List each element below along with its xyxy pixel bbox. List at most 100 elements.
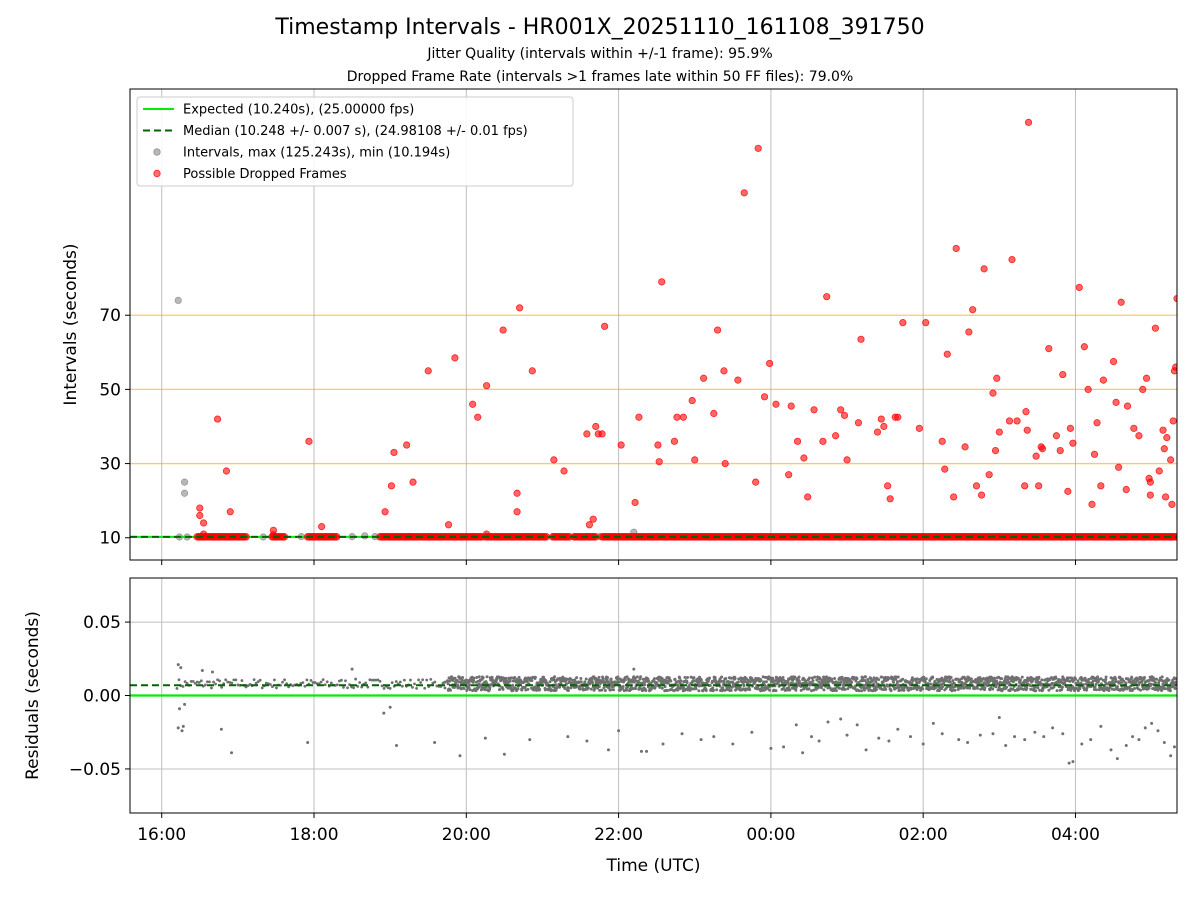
dropped-frame-point	[969, 306, 977, 314]
residual-point	[1099, 724, 1103, 728]
residual-point	[301, 681, 305, 685]
interval-point	[174, 296, 182, 304]
residual-point	[1067, 761, 1071, 765]
residual-point	[1155, 677, 1159, 681]
residual-point	[1137, 738, 1141, 742]
residual-point	[523, 685, 527, 689]
residual-point	[885, 684, 889, 688]
residual-point	[370, 678, 374, 682]
y-tick-label: 0.05	[83, 613, 121, 633]
residual-point	[942, 681, 946, 685]
dropped-frame-point	[857, 335, 865, 343]
residual-point	[1147, 686, 1151, 690]
residual-point	[1094, 688, 1098, 692]
residual-point	[921, 742, 925, 746]
residual-point	[863, 678, 867, 682]
residual-point	[779, 679, 783, 683]
dropped-frame-point	[972, 482, 981, 490]
dropped-frame-point	[381, 508, 389, 516]
dropped-frame-point	[1155, 467, 1163, 475]
dropped-frame-point	[409, 478, 417, 486]
residual-point	[376, 678, 380, 682]
residual-point	[721, 688, 725, 692]
residual-point	[719, 679, 723, 683]
residual-point	[566, 686, 570, 690]
residual-point	[692, 679, 696, 683]
dropped-frame-point	[995, 428, 1003, 436]
dropped-frame-point	[1090, 450, 1099, 458]
residual-point	[1109, 676, 1113, 680]
residual-point	[839, 680, 843, 684]
residual-point	[1039, 682, 1043, 686]
residual-point	[203, 683, 207, 687]
residual-point	[1150, 721, 1154, 725]
residual-point	[678, 676, 682, 680]
residual-point	[197, 681, 201, 684]
residual-point	[720, 675, 724, 679]
residual-point	[421, 678, 425, 682]
dropped-frame-point	[1173, 294, 1177, 303]
residual-point	[877, 736, 881, 740]
dropped-frame-point	[922, 319, 930, 327]
dropped-frame-point	[318, 523, 326, 531]
residual-point	[400, 684, 404, 688]
residual-point	[185, 682, 189, 685]
residual-point	[585, 739, 589, 743]
residual-point	[1000, 677, 1004, 681]
residual-point	[774, 689, 778, 693]
residual-point	[1093, 685, 1097, 689]
dropped-frame-point	[980, 265, 988, 273]
residual-point	[866, 678, 870, 682]
residual-point	[822, 688, 826, 692]
residual-point	[794, 688, 798, 692]
residual-point	[552, 678, 556, 682]
residual-point	[750, 730, 754, 734]
dropped-frame-point	[513, 508, 521, 516]
residual-point	[1048, 678, 1052, 682]
residual-point	[969, 677, 973, 681]
dropped-frame-point	[854, 419, 863, 427]
dropped-frame-point	[1160, 445, 1168, 453]
residual-point	[388, 687, 392, 690]
residual-point	[1047, 688, 1051, 692]
residual-point	[1140, 679, 1144, 683]
residual-point	[833, 677, 837, 681]
dropped-frame-point	[766, 359, 774, 368]
dropped-frame-point	[877, 415, 885, 423]
residual-point	[924, 677, 928, 681]
residual-point	[448, 688, 452, 692]
residual-point	[346, 686, 349, 690]
residual-point	[708, 676, 712, 680]
interval-point	[180, 478, 189, 486]
residual-point	[731, 742, 735, 746]
residual-point	[966, 741, 970, 744]
residual-point	[1119, 681, 1123, 685]
dropped-frame-point	[305, 437, 313, 445]
dropped-frame-point	[1167, 456, 1175, 464]
dropped-frame-point	[1163, 434, 1171, 442]
residual-point	[446, 682, 450, 686]
residual-point	[877, 678, 881, 682]
dropped-frame-point	[658, 278, 666, 286]
chart-subtitle-dropped: Dropped Frame Rate (intervals >1 frames …	[346, 69, 854, 85]
residual-point	[993, 676, 997, 680]
residual-point	[1109, 748, 1113, 752]
residual-point	[991, 687, 995, 691]
residual-point	[673, 677, 677, 681]
residual-point	[1055, 689, 1059, 693]
legend-label: Expected (10.240s), (25.00000 fps)	[183, 103, 414, 118]
residual-point	[801, 751, 805, 755]
residual-point	[402, 678, 406, 682]
residual-point	[429, 677, 433, 681]
residual-point	[1011, 680, 1015, 684]
residual-point	[177, 707, 181, 711]
residual-point	[579, 680, 583, 684]
residual-point	[1060, 685, 1064, 689]
residual-point	[635, 675, 639, 679]
residual-point	[1142, 675, 1146, 679]
residual-point	[1059, 678, 1063, 682]
dropped-frame-point	[1021, 482, 1029, 490]
residual-point	[633, 676, 637, 680]
residual-point	[526, 687, 530, 691]
dropped-frame-point	[673, 413, 681, 421]
